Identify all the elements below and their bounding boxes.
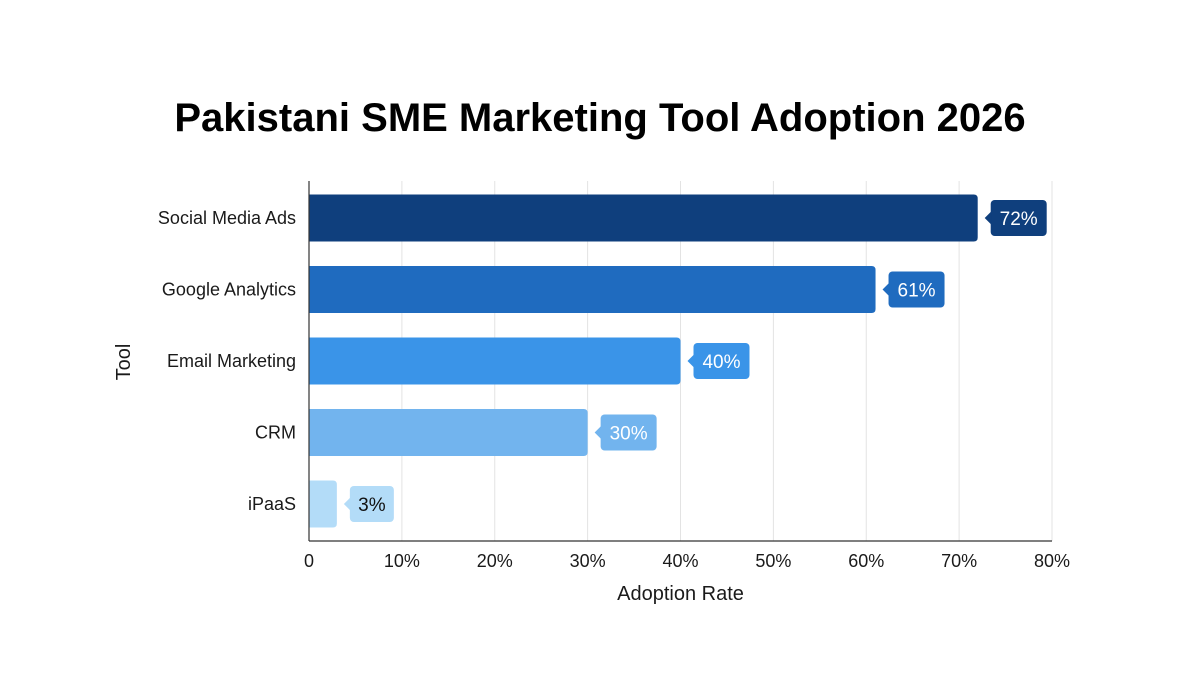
x-tick-label: 80% bbox=[1034, 551, 1070, 571]
y-tick-label: CRM bbox=[255, 423, 296, 443]
data-label-pointer bbox=[984, 211, 992, 225]
bar bbox=[309, 194, 978, 242]
data-label-pointer bbox=[687, 354, 695, 368]
data-label-pointer bbox=[882, 282, 890, 297]
y-tick-label: Google Analytics bbox=[162, 280, 296, 300]
data-label-callout: 72% bbox=[984, 200, 1047, 236]
x-tick-label: 40% bbox=[662, 551, 698, 571]
x-tick-label: 0 bbox=[304, 551, 314, 571]
data-label-bubble bbox=[888, 271, 945, 308]
data-label-pointer bbox=[594, 425, 602, 440]
data-label-callout: 3% bbox=[343, 486, 394, 522]
chart-title: Pakistani SME Marketing Tool Adoption 20… bbox=[174, 96, 1026, 140]
y-axis-title: Tool bbox=[113, 344, 135, 381]
x-axis-title: Adoption Rate bbox=[617, 583, 744, 605]
data-label-callout: 61% bbox=[882, 271, 945, 308]
x-tick-label: 10% bbox=[384, 551, 420, 571]
x-tick-label: 20% bbox=[477, 551, 513, 571]
bars bbox=[309, 194, 978, 528]
y-tick-label: iPaaS bbox=[248, 494, 296, 514]
data-label-callout: 30% bbox=[594, 414, 657, 451]
bar bbox=[309, 409, 588, 456]
data-label: 61% bbox=[898, 281, 936, 302]
x-tick-label: 70% bbox=[941, 551, 977, 571]
data-label: 3% bbox=[358, 495, 386, 516]
data-label-bubble bbox=[693, 343, 750, 379]
data-label: 30% bbox=[610, 424, 648, 445]
x-tick-label: 60% bbox=[848, 551, 884, 571]
y-tick-label: Social Media Ads bbox=[158, 208, 296, 228]
axes bbox=[308, 181, 1052, 542]
bar bbox=[309, 266, 876, 313]
x-tick-label: 30% bbox=[570, 551, 606, 571]
data-label-bubble bbox=[349, 486, 394, 522]
x-tick-label: 50% bbox=[755, 551, 791, 571]
data-label: 72% bbox=[1000, 209, 1038, 230]
tick-labels: 0 10% 20% 30% 40% 50% 60% 70% 80% Social Media Ad… bbox=[158, 208, 1070, 571]
bar bbox=[309, 480, 337, 528]
data-label: 40% bbox=[702, 352, 740, 373]
data-labels: 72% 61% 40% 30% 3% bbox=[343, 200, 1047, 522]
y-tick-label: Email Marketing bbox=[167, 351, 296, 371]
data-label-callout: 40% bbox=[687, 343, 750, 379]
data-label-bubble bbox=[600, 414, 657, 451]
data-label-bubble bbox=[990, 200, 1047, 236]
bar bbox=[309, 337, 681, 385]
data-label-pointer bbox=[343, 497, 351, 511]
